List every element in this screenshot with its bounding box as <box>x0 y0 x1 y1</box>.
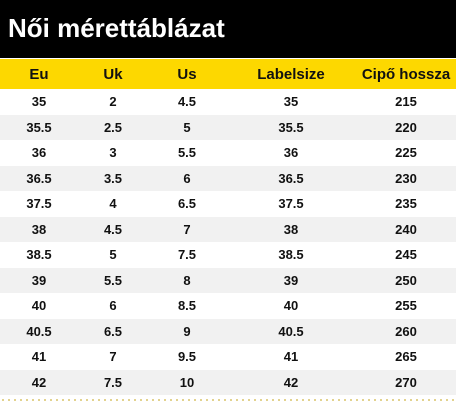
cell-us: 8 <box>148 267 226 293</box>
column-header-us: Us <box>148 59 226 89</box>
cell-eu: 40.5 <box>0 318 78 344</box>
cell-eu: 35.5 <box>0 114 78 140</box>
cell-labelsize: 40 <box>226 293 356 319</box>
cell-uk: 2 <box>78 89 148 115</box>
cell-eu: 36 <box>0 140 78 166</box>
cell-uk: 3 <box>78 140 148 166</box>
column-header-foot-length: Cipő hossza <box>356 59 456 89</box>
table-row: 38 4.5 7 38 240 <box>0 216 456 242</box>
cell-eu: 39 <box>0 267 78 293</box>
cell-foot-length: 255 <box>356 293 456 319</box>
cell-foot-length: 235 <box>356 191 456 217</box>
cell-uk: 5.5 <box>78 267 148 293</box>
cell-eu: 35 <box>0 89 78 115</box>
cell-foot-length: 220 <box>356 114 456 140</box>
cell-foot-length: 225 <box>356 140 456 166</box>
cell-eu: 42 <box>0 369 78 395</box>
cell-uk: 6.5 <box>78 318 148 344</box>
table-row: 41 7 9.5 41 265 <box>0 344 456 370</box>
cell-us: 8.5 <box>148 293 226 319</box>
cell-labelsize: 36 <box>226 140 356 166</box>
cell-foot-length: 230 <box>356 165 456 191</box>
cell-us: 10 <box>148 369 226 395</box>
cell-foot-length: 250 <box>356 267 456 293</box>
table-row: 35.5 2.5 5 35.5 220 <box>0 114 456 140</box>
table-row: 36 3 5.5 36 225 <box>0 140 456 166</box>
cell-us: 5 <box>148 114 226 140</box>
cell-labelsize: 39 <box>226 267 356 293</box>
cell-eu: 38.5 <box>0 242 78 268</box>
table-row: 35 2 4.5 35 215 <box>0 89 456 115</box>
cell-labelsize: 41 <box>226 344 356 370</box>
cell-uk: 2.5 <box>78 114 148 140</box>
cell-foot-length: 245 <box>356 242 456 268</box>
cell-us: 7 <box>148 216 226 242</box>
cell-labelsize: 42 <box>226 369 356 395</box>
table-row: 39 5.5 8 39 250 <box>0 267 456 293</box>
table-row: 38.5 5 7.5 38.5 245 <box>0 242 456 268</box>
cell-foot-length: 270 <box>356 369 456 395</box>
cell-us: 6 <box>148 165 226 191</box>
cell-labelsize: 35.5 <box>226 114 356 140</box>
cell-labelsize: 36.5 <box>226 165 356 191</box>
cell-labelsize: 40.5 <box>226 318 356 344</box>
cell-labelsize: 38.5 <box>226 242 356 268</box>
column-header-eu: Eu <box>0 59 78 89</box>
cell-foot-length: 240 <box>356 216 456 242</box>
cell-foot-length: 215 <box>356 89 456 115</box>
table-row: 36.5 3.5 6 36.5 230 <box>0 165 456 191</box>
cell-eu: 37.5 <box>0 191 78 217</box>
cell-us: 5.5 <box>148 140 226 166</box>
cell-foot-length: 265 <box>356 344 456 370</box>
cell-us: 4.5 <box>148 89 226 115</box>
title-bar: Női mérettáblázat <box>0 0 456 58</box>
cell-us: 7.5 <box>148 242 226 268</box>
table-row: 40 6 8.5 40 255 <box>0 293 456 319</box>
cell-uk: 4.5 <box>78 216 148 242</box>
cell-labelsize: 37.5 <box>226 191 356 217</box>
table-row: 37.5 4 6.5 37.5 235 <box>0 191 456 217</box>
column-header-labelsize: Labelsize <box>226 59 356 89</box>
cell-foot-length: 260 <box>356 318 456 344</box>
cell-labelsize: 38 <box>226 216 356 242</box>
cell-eu: 40 <box>0 293 78 319</box>
table-header-row: Eu Uk Us Labelsize Cipő hossza <box>0 59 456 89</box>
cell-eu: 36.5 <box>0 165 78 191</box>
table-row: 40.5 6.5 9 40.5 260 <box>0 318 456 344</box>
cell-eu: 38 <box>0 216 78 242</box>
bottom-dotted-divider <box>0 399 456 401</box>
cell-us: 6.5 <box>148 191 226 217</box>
page-title: Női mérettáblázat <box>8 13 225 43</box>
cell-uk: 3.5 <box>78 165 148 191</box>
size-chart-table: Eu Uk Us Labelsize Cipő hossza 35 2 4.5 35 2… <box>0 59 456 395</box>
cell-labelsize: 35 <box>226 89 356 115</box>
table-row: 42 7.5 10 42 270 <box>0 369 456 395</box>
cell-uk: 5 <box>78 242 148 268</box>
cell-uk: 6 <box>78 293 148 319</box>
column-header-uk: Uk <box>78 59 148 89</box>
table-body: 35 2 4.5 35 215 35.5 2.5 5 35.5 220 36 3 5.5 36 225 36.… <box>0 89 456 395</box>
cell-us: 9.5 <box>148 344 226 370</box>
cell-eu: 41 <box>0 344 78 370</box>
cell-uk: 7.5 <box>78 369 148 395</box>
cell-us: 9 <box>148 318 226 344</box>
cell-uk: 7 <box>78 344 148 370</box>
cell-uk: 4 <box>78 191 148 217</box>
